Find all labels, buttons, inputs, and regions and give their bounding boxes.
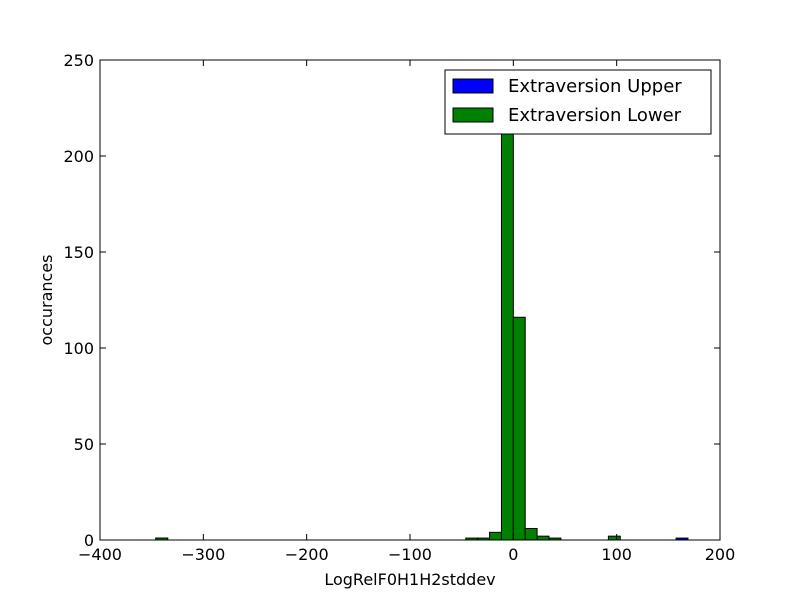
y-tick-label: 100 [63, 339, 94, 358]
histogram-bar-lower [512, 316, 526, 541]
histogram-bar-lower [607, 535, 621, 541]
histogram-bar-lower [536, 535, 550, 541]
y-axis-label: occurances [37, 254, 56, 345]
histogram-bar-lower [524, 527, 538, 541]
y-tick-label: 200 [63, 147, 94, 166]
legend-label-lower: Extraversion Lower [508, 105, 682, 126]
y-tick-label: 0 [84, 531, 94, 550]
histogram-bar-lower [489, 531, 502, 541]
legend: Extraversion Upper Extraversion Lower [444, 69, 712, 135]
x-tick-label: 100 [601, 545, 632, 564]
histogram-bar-lower [500, 130, 514, 541]
y-tick-label: 250 [63, 51, 94, 70]
y-axis-ticks: 0 50 100 150 200 250 [63, 51, 720, 550]
legend-label-upper: Extraversion Upper [508, 76, 682, 97]
y-tick-label: 50 [74, 435, 94, 454]
legend-swatch-lower [452, 107, 494, 123]
x-axis-ticks: −400 −300 −200 −100 0 100 200 [78, 60, 735, 564]
x-tick-label: 200 [705, 545, 736, 564]
x-tick-label: 0 [508, 545, 518, 564]
x-axis-label: LogRelF0H1H2stddev [324, 570, 495, 589]
x-tick-label: −400 [78, 545, 122, 564]
x-tick-label: −100 [388, 545, 432, 564]
legend-swatch-upper [452, 78, 494, 94]
y-tick-label: 150 [63, 243, 94, 262]
x-tick-label: −200 [285, 545, 329, 564]
x-tick-label: −300 [181, 545, 225, 564]
